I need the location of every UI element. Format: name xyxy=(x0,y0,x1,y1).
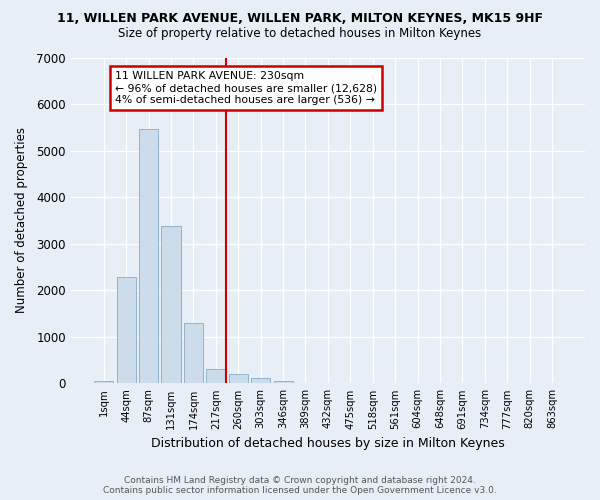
Text: Contains HM Land Registry data © Crown copyright and database right 2024.
Contai: Contains HM Land Registry data © Crown c… xyxy=(103,476,497,495)
Y-axis label: Number of detached properties: Number of detached properties xyxy=(15,128,28,314)
Text: 11 WILLEN PARK AVENUE: 230sqm
← 96% of detached houses are smaller (12,628)
4% o: 11 WILLEN PARK AVENUE: 230sqm ← 96% of d… xyxy=(115,72,377,104)
Text: 11, WILLEN PARK AVENUE, WILLEN PARK, MILTON KEYNES, MK15 9HF: 11, WILLEN PARK AVENUE, WILLEN PARK, MIL… xyxy=(57,12,543,26)
Bar xyxy=(274,381,293,384)
Bar xyxy=(161,226,181,384)
Bar xyxy=(229,374,248,384)
Bar xyxy=(184,324,203,384)
Bar xyxy=(206,369,226,384)
X-axis label: Distribution of detached houses by size in Milton Keynes: Distribution of detached houses by size … xyxy=(151,437,505,450)
Bar xyxy=(94,381,113,384)
Text: Size of property relative to detached houses in Milton Keynes: Size of property relative to detached ho… xyxy=(118,28,482,40)
Bar xyxy=(139,129,158,384)
Bar xyxy=(251,378,270,384)
Bar xyxy=(116,278,136,384)
